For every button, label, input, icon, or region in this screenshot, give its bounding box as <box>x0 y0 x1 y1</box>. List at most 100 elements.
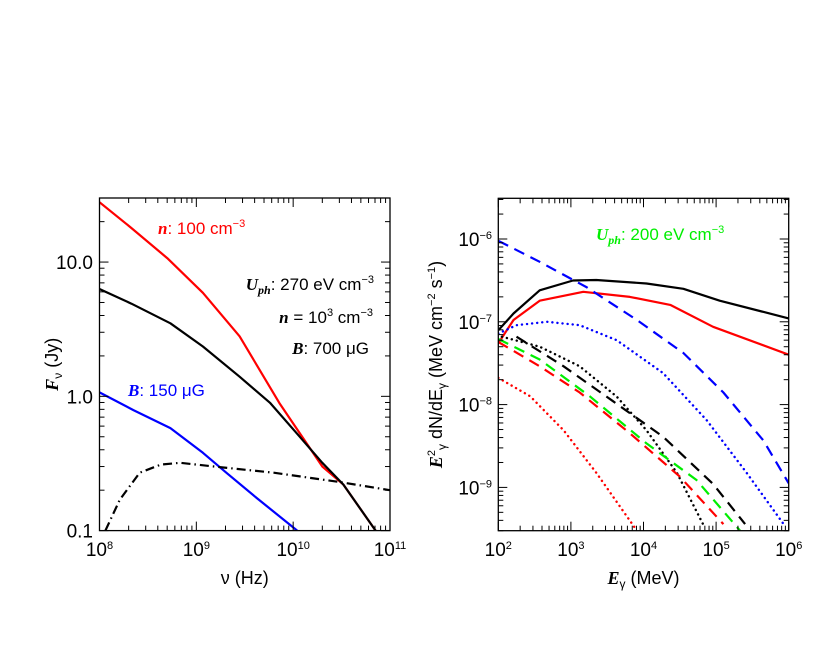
y-axis-label-segment: (Jy) <box>42 338 62 373</box>
annotation-label: Uph: 200 eV cm−3 <box>596 224 724 247</box>
x-tick-label: 1011 <box>374 540 407 561</box>
y-axis-label-segment: −2 <box>426 293 438 306</box>
series-line-dotted-8 <box>498 376 639 531</box>
x-axis-label-segment: ν (Hz) <box>221 568 269 588</box>
x-axis-label: ν (Hz) <box>221 568 269 588</box>
y-axis-label: E2γ dN/dEγ (MeV cm−2 s−1) <box>426 261 449 469</box>
annotation-label-segment: : 100 cm <box>167 219 232 238</box>
x-tick-label: 104 <box>630 540 657 561</box>
annotation-label-segment: : 270 eV cm <box>271 275 362 294</box>
x-tick-label-segment: 10 <box>702 540 723 561</box>
x-axis-label: Eγ (MeV) <box>606 568 679 591</box>
y-axis-label-segment: γ <box>435 444 449 450</box>
x-tick-label-segment: 10 <box>775 540 796 561</box>
annotation-label-segment: −3 <box>360 307 373 319</box>
series-line-solid-1 <box>99 288 377 531</box>
x-tick-label-segment: 10 <box>86 540 107 561</box>
series-line-solid-0 <box>498 278 789 332</box>
x-tick-label-segment: 10 <box>298 540 310 552</box>
y-tick-label: 10.0 <box>56 253 93 274</box>
x-tick-label: 1010 <box>276 540 309 561</box>
series-line-dashdot-3 <box>104 461 390 531</box>
y-tick-label: 10−9 <box>458 478 492 499</box>
y-tick-label-segment: −7 <box>479 313 492 325</box>
y-tick-label-segment: −8 <box>479 396 492 408</box>
x-tick-label: 102 <box>485 540 512 561</box>
annotation-label: n: 100 cm−3 <box>158 218 245 238</box>
annotation-label-segment: n <box>279 308 288 327</box>
y-tick-label: 10−6 <box>458 230 492 251</box>
y-axis-label-segment: ) <box>426 261 446 267</box>
y-axis-label-segment: E <box>426 456 446 469</box>
y-tick-label-segment: −6 <box>479 230 492 242</box>
y-tick-label: 1.0 <box>67 387 93 408</box>
series-line-dotted-3 <box>498 320 785 526</box>
x-tick-label-segment: 9 <box>204 540 210 552</box>
annotation-label-segment: U <box>246 275 259 294</box>
series-line-dotted-4 <box>500 335 705 526</box>
annotation-label-segment: B <box>291 339 303 358</box>
plot-frame <box>98 197 391 532</box>
x-tick-label: 109 <box>183 540 210 561</box>
annotation-label-segment: −3 <box>361 274 374 286</box>
x-tick-label-segment: 3 <box>578 540 584 552</box>
y-tick-label-segment: −9 <box>479 478 492 490</box>
x-tick-label: 105 <box>702 540 729 561</box>
annotation-label-segment: : 700 μG <box>303 339 369 358</box>
y-axis-label-segment: (MeV cm <box>426 306 446 383</box>
series-line-solid-1 <box>498 290 789 356</box>
x-tick-label-segment: 10 <box>485 540 506 561</box>
annotation-label: n = 103 cm−3 <box>279 307 373 327</box>
x-tick-label-segment: 2 <box>506 540 512 552</box>
y-tick-label-segment: 10.0 <box>56 253 93 274</box>
y-tick-label: 0.1 <box>67 522 93 543</box>
y-axis-label-segment: dN/dE <box>426 389 446 444</box>
series-line-dashed-2 <box>498 239 789 484</box>
annotation-label-segment: : 150 μG <box>139 381 205 400</box>
x-axis-label-segment: (MeV) <box>626 568 680 588</box>
x-tick-label-segment: 10 <box>183 540 204 561</box>
annotation-label: B: 150 μG <box>127 381 205 400</box>
y-axis-label-segment: F <box>42 379 62 392</box>
annotation-label: Uph: 270 eV cm−3 <box>246 274 374 297</box>
annotation-label-segment: n <box>158 219 167 238</box>
annotation-label: B: 700 μG <box>291 339 369 358</box>
y-axis-label-segment: s <box>426 279 446 293</box>
y-tick-label-segment: 0.1 <box>67 522 93 543</box>
series-line-solid-2 <box>99 391 298 531</box>
y-axis-label-segment: 2 <box>426 450 438 456</box>
x-axis-label-segment: γ <box>620 577 626 591</box>
y-axis-label: Fν (Jy) <box>42 338 65 392</box>
annotation-label-segment: 3 <box>327 307 333 319</box>
annotation-label-segment: B <box>127 381 139 400</box>
y-axis-label-segment: −1 <box>426 267 438 280</box>
annotation-label-segment: ph <box>257 283 271 297</box>
y-tick-label-segment: 1.0 <box>67 387 93 408</box>
x-tick-label-segment: 10 <box>276 540 297 561</box>
x-tick-label: 106 <box>775 540 802 561</box>
y-axis-label-segment: γ <box>435 383 449 389</box>
x-tick-label-segment: 10 <box>374 540 395 561</box>
y-tick-label: 10−7 <box>458 313 492 334</box>
x-axis-label-segment: E <box>606 568 619 588</box>
x-tick-label: 108 <box>86 540 113 561</box>
annotation-label-segment: −3 <box>233 218 246 230</box>
annotation-label-segment: −3 <box>712 224 725 236</box>
y-tick-label-segment: 10 <box>458 478 479 499</box>
plot-frame <box>497 197 790 532</box>
series-line-dashed-5 <box>515 335 746 525</box>
y-tick-label-segment: 10 <box>458 230 479 251</box>
series-line-dashed-6 <box>498 338 741 531</box>
x-tick-label-segment: 10 <box>557 540 578 561</box>
x-tick-label-segment: 11 <box>395 540 406 552</box>
annotation-label-segment: U <box>596 225 609 244</box>
annotation-label-segment: ph <box>607 233 621 247</box>
y-axis-label-segment: ν <box>51 373 65 379</box>
x-tick-label-segment: 6 <box>796 540 802 552</box>
series-line-dashed-7 <box>498 341 725 525</box>
x-tick-label: 103 <box>557 540 584 561</box>
y-tick-label: 10−8 <box>458 396 492 417</box>
